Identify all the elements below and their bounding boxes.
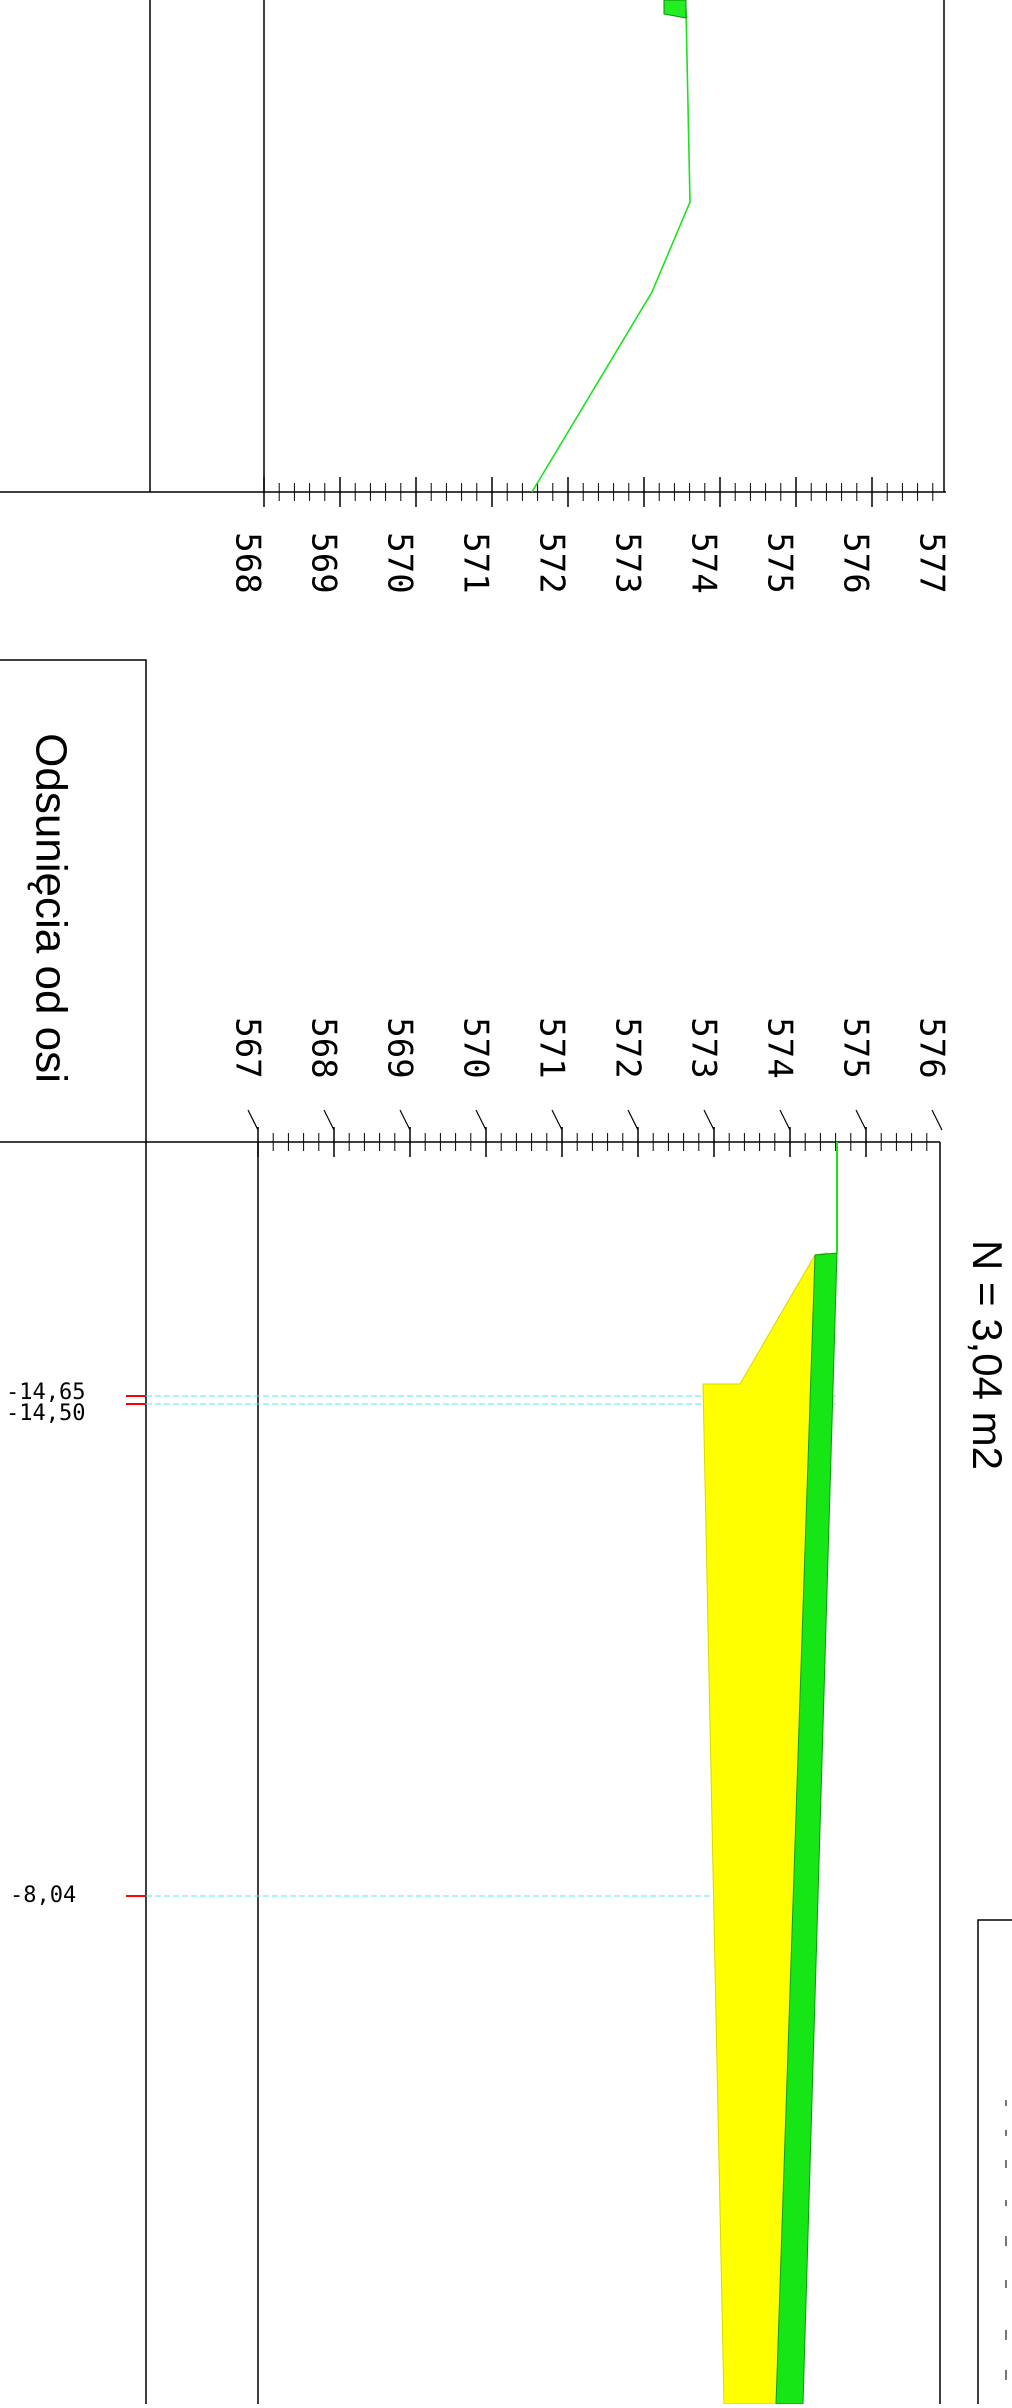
label-connector <box>247 1109 259 1131</box>
side-panel-frame <box>0 659 147 1142</box>
upper-elevation-label: 577 <box>912 532 952 593</box>
offset-label: -14,50 <box>6 1401 85 1426</box>
lower-elevation-label: 571 <box>532 1017 572 1078</box>
label-connector <box>855 1109 867 1131</box>
label-connector <box>323 1109 335 1131</box>
upper-elevation-labels: 568 569 570 571 572 573 574 575 576 577 <box>228 532 952 593</box>
upper-elevation-label: 575 <box>760 532 800 593</box>
upper-terrain-line <box>531 0 691 493</box>
upper-scale-ticks <box>263 477 934 507</box>
offset-label: -8,04 <box>10 1883 76 1908</box>
lower-elevation-label: 573 <box>684 1017 724 1078</box>
upper-elevation-label: 571 <box>456 532 496 593</box>
upper-elevation-label: 569 <box>304 532 344 593</box>
upper-elevation-label: 570 <box>380 532 420 593</box>
side-panel-title: Odsunięcia od osi <box>26 733 75 1083</box>
side-panel: Odsunięcia od osi <box>0 659 147 1142</box>
label-connector <box>627 1109 639 1131</box>
label-connector <box>703 1109 715 1131</box>
upper-elevation-label: 573 <box>608 532 648 593</box>
upper-elevation-label: 576 <box>836 532 876 593</box>
lower-elevation-label: 576 <box>912 1017 952 1078</box>
label-connector <box>475 1109 487 1131</box>
label-connector <box>779 1109 791 1131</box>
lower-elevation-label: 570 <box>456 1017 496 1078</box>
lower-elevation-label: 575 <box>836 1017 876 1078</box>
upper-section: 568 569 570 571 572 573 574 575 576 577 <box>0 0 952 594</box>
offset-label: -14,65 <box>6 1380 85 1405</box>
upper-elevation-label: 568 <box>228 532 268 593</box>
title-block-frame-corner <box>977 1919 1012 2404</box>
area-label: N = 3,04 m2 <box>964 1240 1011 1470</box>
label-connector <box>399 1109 411 1131</box>
lower-section: -14,65 -14,50 -8,04 567 568 569 570 571 … <box>0 1017 1012 2405</box>
label-connector <box>931 1109 943 1131</box>
label-connector <box>551 1109 563 1131</box>
lower-label-connectors <box>247 1109 943 1131</box>
lower-elevation-label: 569 <box>380 1017 420 1078</box>
upper-elevation-label: 574 <box>684 532 724 593</box>
lower-elevation-label: 572 <box>608 1017 648 1078</box>
lower-scale-ticks <box>257 1127 928 1157</box>
lower-elevation-labels: 567 568 569 570 571 572 573 574 575 576 <box>228 1017 952 1078</box>
upper-fill-fragment <box>663 0 687 19</box>
lower-elevation-label: 567 <box>228 1017 268 1078</box>
lower-elevation-label: 574 <box>760 1017 800 1078</box>
lower-elevation-label: 568 <box>304 1017 344 1078</box>
upper-elevation-label: 572 <box>532 532 572 593</box>
